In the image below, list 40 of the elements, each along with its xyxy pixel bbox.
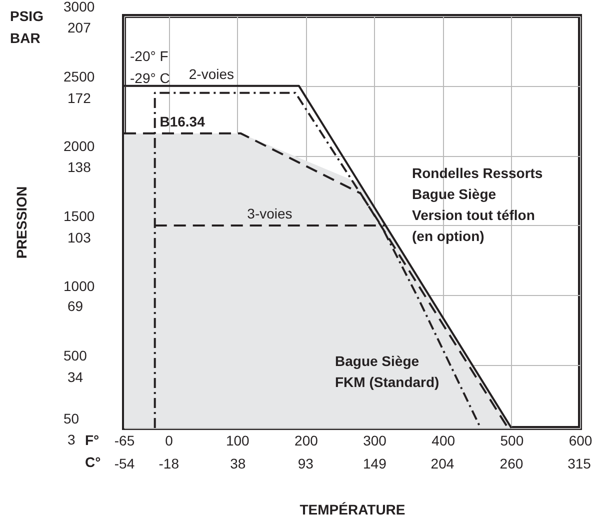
y2-tick-label: 207: [68, 20, 92, 36]
text: F° C°: [85, 432, 101, 470]
y2-tick-label: 103: [68, 230, 92, 246]
y2-tick-label: 138: [68, 158, 92, 175]
annotation: -20° F -29° C: [130, 48, 170, 86]
x2-tick-label: 93: [298, 456, 314, 472]
y-tick-label: 50: [64, 410, 80, 426]
x-tick-label: 200: [294, 432, 318, 448]
y-axis-title: PRESSION: [14, 186, 30, 259]
x2-tick-label: 149: [363, 456, 387, 472]
y-tick-label: 500: [64, 348, 88, 364]
y2-tick-label: 3: [68, 432, 76, 448]
x-tick-label: 0: [165, 432, 174, 448]
y-tick-label: 1000: [64, 278, 95, 294]
x2-tick-label: 260: [500, 456, 524, 472]
x-axis-title: TEMPÉRATURE: [300, 502, 406, 518]
y2-tick-label: 172: [68, 90, 92, 106]
x-tick-label: 500: [500, 432, 524, 448]
x-tick-label: -65: [114, 432, 135, 448]
x2-tick-label: 315: [568, 456, 592, 472]
x-tick-label: 300: [363, 432, 387, 448]
annotation: Rondelles Ressorts Bague Siège Version tout téflon (en option): [412, 165, 543, 244]
y-tick-label: 2500: [64, 68, 95, 84]
series-label: 3-voies: [247, 205, 292, 222]
series-label: 2-voies: [188, 66, 234, 82]
x-tick-label: 100: [226, 432, 250, 448]
y2-tick-label: 34: [68, 368, 84, 385]
x2-tick-label: -18: [158, 456, 180, 472]
y2-tick-label: 69: [68, 298, 84, 314]
x2-tick-label: 204: [430, 456, 454, 472]
x2-tick-label: 38: [230, 456, 246, 472]
x-tick-label: 400: [432, 432, 456, 448]
y-tick-label: 3000: [64, 0, 95, 14]
series-label: B16.34: [160, 113, 206, 130]
y-tick-label: 1500: [64, 208, 95, 224]
y-tick-label: 2000: [64, 138, 95, 154]
annotation: Bague Siège FKM (Standard): [335, 353, 440, 390]
text: PSIG BAR: [10, 8, 44, 46]
x-tick-label: 600: [568, 432, 592, 448]
x2-tick-label: -54: [114, 456, 135, 472]
